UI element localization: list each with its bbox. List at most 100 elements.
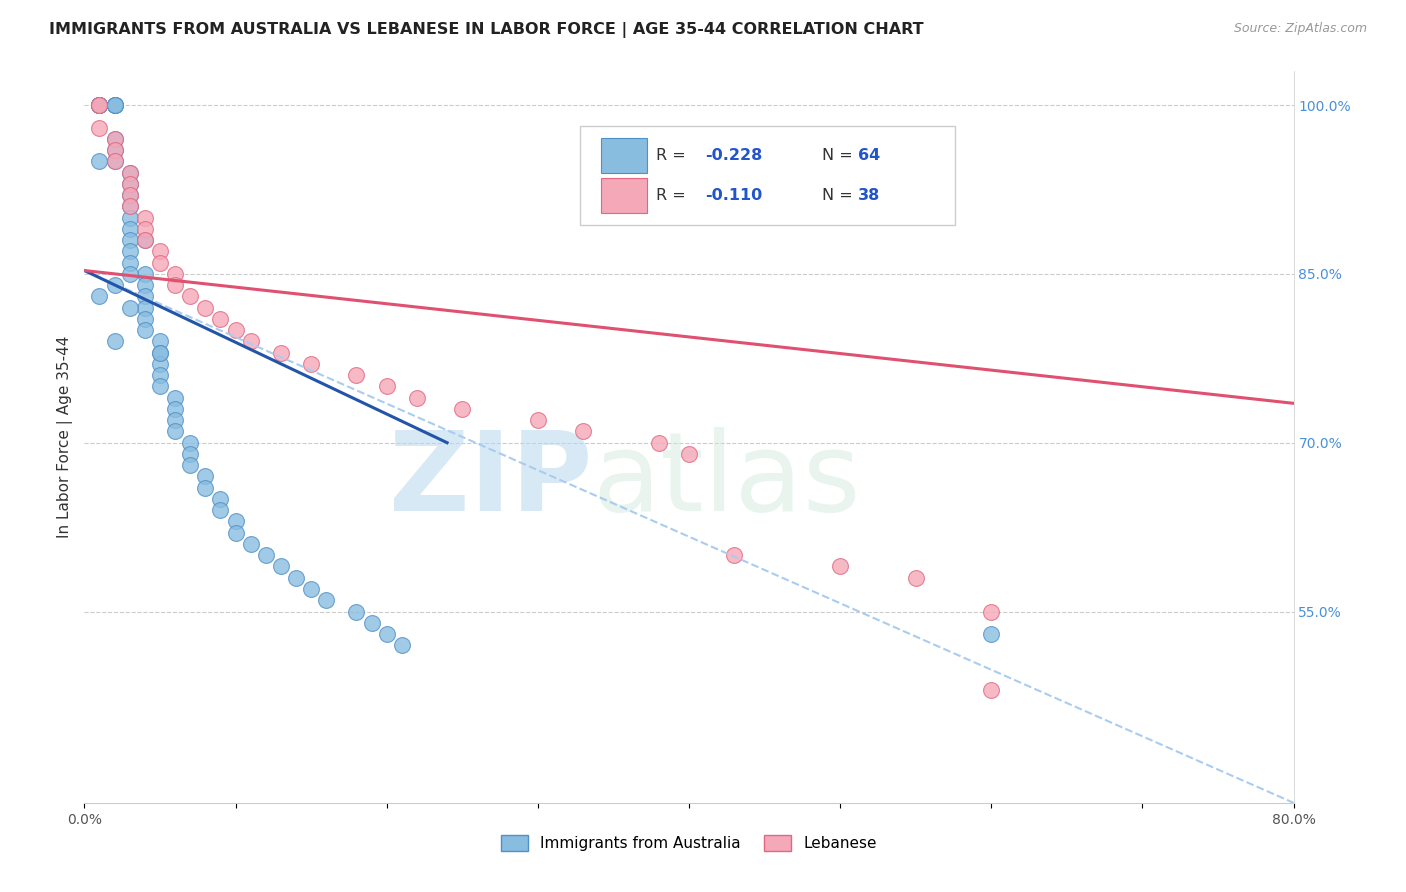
Point (118, 166, 141, 180)
Point (134, 211, 156, 225)
Point (179, 458, 201, 473)
Point (165, 413, 187, 427)
Point (572, 425, 595, 439)
Text: R =: R = (657, 148, 692, 163)
Point (678, 447, 700, 461)
Point (89, 98, 111, 112)
Point (346, 605, 368, 619)
Point (225, 323, 247, 337)
Point (239, 537, 262, 551)
Text: ZIP: ZIP (389, 427, 592, 534)
Point (118, 222, 141, 236)
Bar (600, 178, 647, 213)
Text: Source: ZipAtlas.com: Source: ZipAtlas.com (1233, 22, 1367, 36)
Point (165, 278, 187, 293)
Point (315, 593, 337, 607)
Point (104, 154, 127, 169)
Point (149, 357, 172, 371)
Point (165, 267, 187, 281)
Point (451, 401, 474, 416)
Point (270, 559, 292, 574)
Point (209, 312, 232, 326)
Point (375, 627, 398, 641)
Text: IMMIGRANTS FROM AUSTRALIA VS LEBANESE IN LABOR FORCE | AGE 35-44 CORRELATION CHA: IMMIGRANTS FROM AUSTRALIA VS LEBANESE IN… (49, 22, 924, 38)
Point (165, 425, 187, 439)
Point (104, 334, 127, 349)
Point (194, 301, 217, 315)
Point (118, 301, 141, 315)
Point (149, 334, 172, 349)
Point (118, 188, 141, 202)
Point (904, 571, 927, 585)
Point (104, 154, 127, 169)
Point (527, 413, 550, 427)
Point (225, 525, 247, 540)
Text: -0.228: -0.228 (704, 148, 762, 163)
Point (239, 334, 262, 349)
Point (118, 188, 141, 202)
Point (89, 98, 111, 112)
Point (149, 244, 172, 259)
Point (104, 98, 127, 112)
Point (149, 255, 172, 269)
Point (118, 166, 141, 180)
Text: N =: N = (823, 188, 858, 203)
Point (104, 98, 127, 112)
Point (118, 177, 141, 191)
Point (118, 244, 141, 259)
Point (149, 345, 172, 359)
Point (346, 368, 368, 383)
Point (134, 301, 156, 315)
Point (89, 120, 111, 135)
Point (134, 312, 156, 326)
Point (89, 98, 111, 112)
Point (89, 98, 111, 112)
Y-axis label: In Labor Force | Age 35-44: In Labor Force | Age 35-44 (58, 336, 73, 538)
Point (980, 605, 1002, 619)
Point (830, 559, 852, 574)
Point (104, 278, 127, 293)
Point (179, 435, 201, 450)
Point (118, 255, 141, 269)
Point (134, 233, 156, 247)
Point (134, 233, 156, 247)
Point (179, 447, 201, 461)
Point (104, 143, 127, 157)
Point (134, 267, 156, 281)
Text: 64: 64 (858, 148, 880, 163)
Point (134, 222, 156, 236)
Point (406, 391, 429, 405)
Point (149, 368, 172, 383)
Point (375, 379, 398, 393)
Point (149, 379, 172, 393)
Point (104, 132, 127, 146)
Point (89, 154, 111, 169)
Point (118, 199, 141, 213)
Point (89, 98, 111, 112)
Point (104, 98, 127, 112)
Point (360, 615, 382, 630)
Point (165, 391, 187, 405)
Text: 38: 38 (858, 188, 880, 203)
Text: R =: R = (657, 188, 692, 203)
Point (209, 503, 232, 517)
Point (104, 132, 127, 146)
Bar (600, 138, 647, 173)
Point (179, 289, 201, 303)
FancyBboxPatch shape (581, 126, 955, 225)
Text: atlas: atlas (592, 427, 860, 534)
Point (118, 199, 141, 213)
Point (165, 401, 187, 416)
Point (980, 627, 1002, 641)
Point (118, 233, 141, 247)
Point (285, 571, 308, 585)
Point (149, 345, 172, 359)
Point (194, 481, 217, 495)
Point (134, 278, 156, 293)
Point (134, 323, 156, 337)
Point (89, 98, 111, 112)
Text: -0.110: -0.110 (704, 188, 762, 203)
Point (723, 548, 745, 562)
Point (118, 267, 141, 281)
Point (270, 345, 292, 359)
